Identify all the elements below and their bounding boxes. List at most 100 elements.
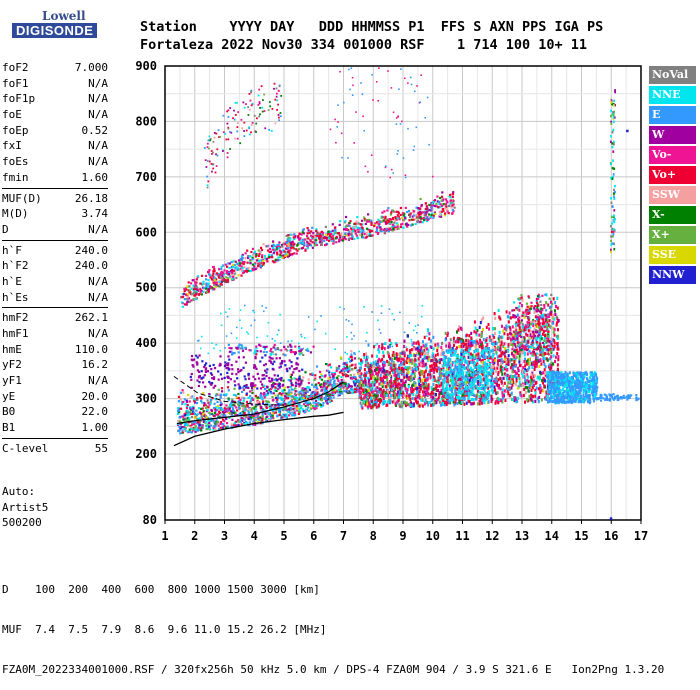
echo-point — [437, 353, 439, 356]
echo-point — [403, 359, 405, 362]
echo-point — [403, 345, 405, 348]
echo-point — [390, 367, 392, 370]
echo-point — [505, 365, 507, 368]
echo-point — [222, 419, 224, 421]
echo-point — [556, 394, 558, 397]
echo-point — [313, 386, 315, 388]
echo-point — [384, 342, 386, 345]
echo-point — [517, 367, 519, 370]
echo-point — [366, 371, 368, 374]
echo-point — [378, 382, 380, 385]
echo-point — [377, 399, 379, 402]
echo-point — [426, 366, 428, 369]
echo-point — [283, 346, 285, 348]
echo-point — [321, 389, 323, 391]
y-tick-label: 900 — [135, 59, 157, 73]
echo-point — [209, 427, 211, 429]
echo-point — [295, 352, 297, 354]
echo-point — [489, 363, 491, 366]
echo-point — [401, 363, 403, 366]
echo-point — [387, 373, 389, 376]
echo-point — [496, 377, 498, 380]
echo-point — [554, 301, 556, 304]
echo-point — [460, 397, 462, 400]
echo-point — [453, 403, 455, 406]
echo-point — [219, 365, 221, 367]
echo-point — [274, 386, 276, 388]
echo-point — [536, 365, 538, 368]
echo-point — [409, 398, 411, 401]
echo-point — [396, 377, 398, 380]
echo-point — [191, 355, 193, 357]
echo-point — [503, 377, 505, 380]
echo-point — [304, 371, 306, 373]
echo-point — [492, 354, 494, 357]
echo-point — [350, 388, 352, 390]
echo-point — [254, 384, 256, 386]
echo-point — [413, 342, 415, 345]
echo-point — [553, 354, 555, 357]
echo-point — [272, 399, 274, 401]
echo-point — [316, 365, 318, 367]
echo-point — [499, 355, 501, 358]
echo-point — [272, 412, 274, 414]
echo-point — [275, 348, 277, 350]
echo-point — [461, 376, 463, 379]
echo-point — [313, 346, 315, 348]
echo-point — [516, 379, 518, 382]
echo-point — [507, 315, 509, 318]
echo-point — [202, 425, 204, 427]
echo-point — [424, 336, 426, 339]
echo-point — [238, 383, 240, 385]
echo-point — [535, 315, 537, 318]
echo-point — [485, 381, 487, 384]
echo-point — [424, 379, 426, 382]
echo-point — [474, 344, 476, 347]
echo-point — [436, 380, 438, 383]
echo-point — [228, 397, 230, 399]
echo-point — [435, 354, 437, 357]
echo-point — [460, 369, 462, 372]
echo-point — [374, 381, 376, 384]
echo-point — [488, 372, 490, 375]
echo-point — [271, 384, 273, 386]
echo-point — [274, 394, 276, 396]
echo-point — [491, 376, 493, 379]
echo-point — [197, 429, 199, 431]
echo-point — [390, 385, 392, 388]
echo-point — [366, 399, 368, 402]
echo-point — [494, 327, 496, 330]
echo-point — [318, 398, 320, 400]
echo-point — [271, 396, 273, 398]
echo-point — [497, 391, 499, 394]
echo-point — [230, 347, 232, 349]
echo-point — [438, 381, 440, 384]
echo-point — [238, 356, 240, 358]
echo-point — [272, 351, 274, 353]
echo-point — [290, 400, 292, 402]
echo-point — [383, 355, 385, 358]
echo-point — [198, 407, 200, 409]
echo-point — [445, 395, 447, 398]
echo-point — [341, 379, 343, 381]
echo-point — [264, 388, 266, 390]
echo-point — [220, 397, 222, 399]
echo-point — [523, 360, 525, 363]
echo-point — [254, 378, 256, 380]
echo-point — [197, 356, 199, 358]
echo-point — [305, 408, 307, 410]
echo-point — [291, 374, 293, 376]
echo-point — [221, 390, 223, 392]
echo-point — [553, 318, 555, 321]
echo-point — [322, 404, 324, 406]
echo-point — [294, 346, 296, 348]
echo-point — [556, 352, 558, 355]
echo-point — [557, 355, 559, 358]
echo-point — [354, 357, 356, 359]
echo-point — [467, 397, 469, 400]
echo-point — [299, 353, 301, 355]
echo-point — [394, 396, 396, 399]
echo-point — [473, 356, 475, 359]
echo-point — [407, 397, 409, 400]
echo-point — [188, 413, 190, 415]
